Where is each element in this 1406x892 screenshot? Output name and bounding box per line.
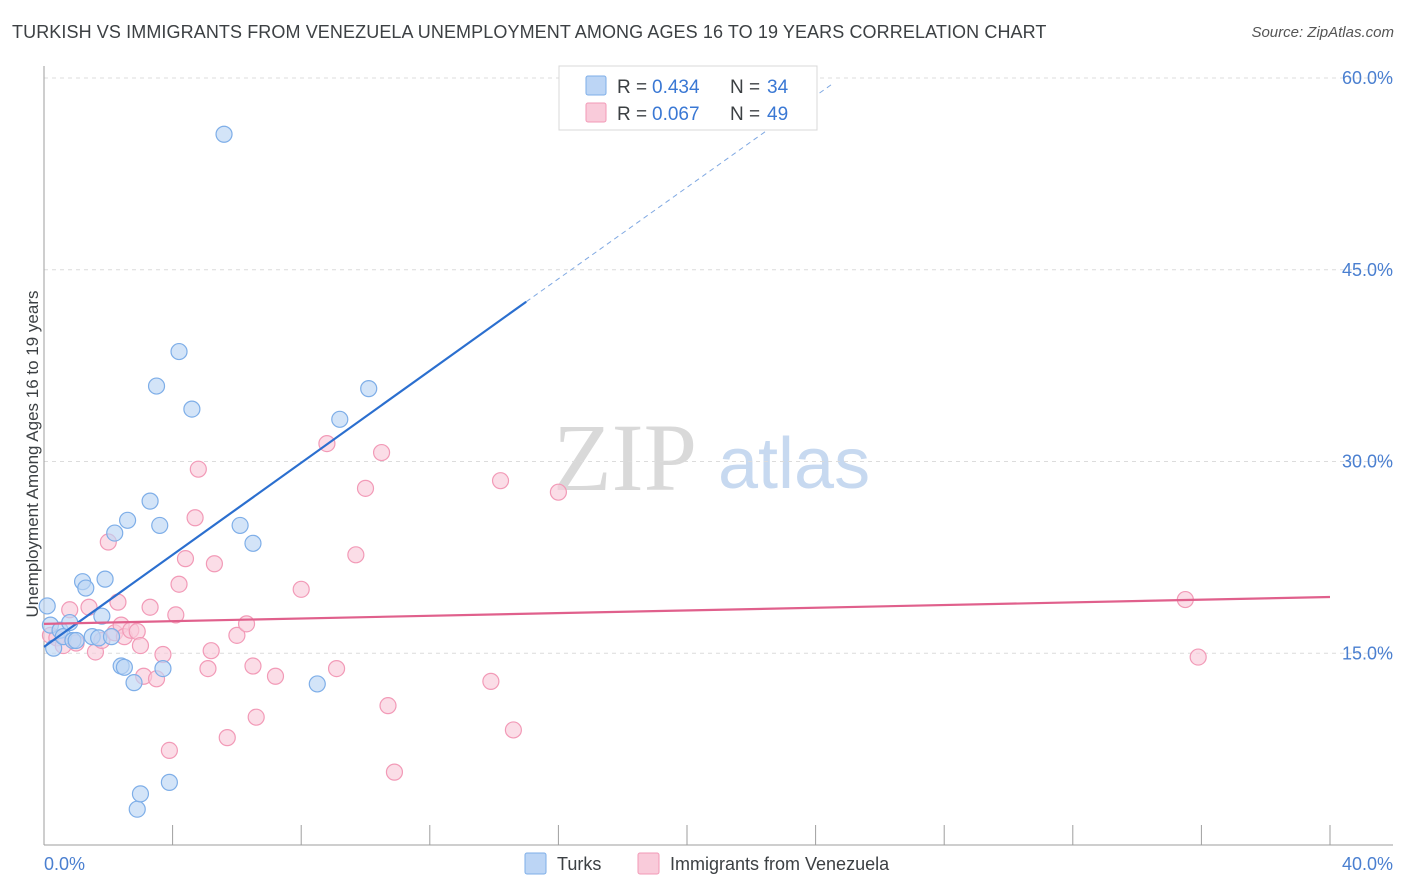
venezuela-point-21 xyxy=(167,606,185,624)
y-tick-label-60: 60.0% xyxy=(1342,68,1393,88)
venezuela-point-26 xyxy=(199,659,217,678)
turks-point-18 xyxy=(118,511,137,529)
legend-r-value-turks: 0.434 xyxy=(652,77,700,98)
bottom-legend-swatch-venezuela xyxy=(637,852,660,875)
bottom-legend-swatch-turks xyxy=(524,852,547,875)
turks-point-20 xyxy=(128,800,146,818)
turks-point-22 xyxy=(141,492,159,510)
legend-r-label-venezuela: R = xyxy=(617,104,647,125)
legend-swatch-venezuela xyxy=(585,102,607,123)
venezuela-point-40 xyxy=(372,443,391,462)
turks-point-33 xyxy=(331,410,349,428)
turks-point-0 xyxy=(38,597,56,615)
chart-title: TURKISH VS IMMIGRANTS FROM VENEZUELA UNE… xyxy=(12,22,1047,42)
x-ticks xyxy=(43,825,1331,845)
venezuela-point-34 xyxy=(266,667,285,685)
turks-point-24 xyxy=(151,516,169,535)
legend-n-value-venezuela: 49 xyxy=(767,104,788,125)
trend-line-venezuela xyxy=(43,595,1331,625)
bottom-legend-label-turks: Turks xyxy=(557,854,601,874)
turks-point-29 xyxy=(215,125,233,143)
venezuela-point-24 xyxy=(186,509,204,527)
y-tick-label-30: 30.0% xyxy=(1342,452,1393,472)
venezuela-point-22 xyxy=(170,575,188,593)
axes xyxy=(43,66,1393,846)
venezuela-point-31 xyxy=(237,615,256,633)
y-tick-label-45: 45.0% xyxy=(1342,260,1393,280)
turks-point-27 xyxy=(170,342,188,361)
y-axis-label: Unemployment Among Ages 16 to 19 years xyxy=(23,291,42,618)
turks-point-9 xyxy=(77,579,95,597)
bottom-legend-label-venezuela: Immigrants from Venezuela xyxy=(670,854,890,874)
turks-point-17 xyxy=(115,658,133,676)
turks-point-19 xyxy=(125,674,143,692)
turks-point-15 xyxy=(106,524,124,542)
legend-swatch-turks xyxy=(585,75,607,96)
turks-point-30 xyxy=(231,516,249,535)
turks-point-7 xyxy=(67,631,85,650)
venezuela-point-10 xyxy=(109,593,127,611)
turks-point-25 xyxy=(154,659,172,678)
turks-point-14 xyxy=(102,628,121,646)
venezuela-point-41 xyxy=(379,697,397,715)
venezuela-point-37 xyxy=(327,659,346,678)
venezuela-point-29 xyxy=(218,729,236,747)
turks-point-32 xyxy=(308,675,326,693)
points-turks xyxy=(38,125,378,818)
venezuela-point-44 xyxy=(491,472,510,490)
watermark-atlas: atlas xyxy=(718,424,870,504)
turks-point-13 xyxy=(96,570,114,588)
legend-r-label-turks: R = xyxy=(617,77,647,98)
venezuela-point-39 xyxy=(356,479,375,497)
x-tick-label-min: 0.0% xyxy=(44,854,85,874)
watermark-zip: ZIP xyxy=(553,404,697,511)
x-tick-label-max: 40.0% xyxy=(1342,854,1393,874)
venezuela-point-33 xyxy=(247,708,265,726)
source-credit: Source: ZipAtlas.com xyxy=(1251,24,1394,41)
venezuela-point-25 xyxy=(189,460,207,478)
trend-lines xyxy=(43,83,1331,648)
legend-r-value-venezuela: 0.067 xyxy=(652,104,700,125)
venezuela-point-35 xyxy=(292,580,310,598)
venezuela-point-27 xyxy=(202,642,220,660)
y-tick-labels: 15.0% 30.0% 45.0% 60.0% xyxy=(1342,68,1393,663)
venezuela-point-28 xyxy=(205,555,223,573)
venezuela-point-43 xyxy=(482,672,500,690)
venezuela-point-30 xyxy=(228,626,246,644)
venezuela-point-48 xyxy=(1189,648,1207,666)
gridlines xyxy=(44,77,1393,654)
turks-point-26 xyxy=(160,773,178,791)
venezuela-point-23 xyxy=(176,550,195,568)
venezuela-point-42 xyxy=(385,763,404,781)
legend-n-label-turks: N = xyxy=(730,77,760,98)
turks-point-28 xyxy=(183,400,201,418)
venezuela-point-14 xyxy=(128,622,146,641)
venezuela-point-38 xyxy=(347,546,365,564)
legend-n-value-turks: 34 xyxy=(767,77,789,98)
venezuela-point-15 xyxy=(131,636,150,655)
venezuela-point-46 xyxy=(549,483,568,501)
venezuela-point-45 xyxy=(504,721,522,739)
legend-top: R = 0.434 N = 34 R = 0.067 N = 49 xyxy=(558,65,818,131)
y-tick-label-15: 15.0% xyxy=(1342,643,1393,663)
venezuela-point-20 xyxy=(160,741,178,760)
legend-n-label-venezuela: N = xyxy=(730,104,760,125)
trend-line-turks xyxy=(43,300,527,648)
legend-bottom: Turks Immigrants from Venezuela xyxy=(524,852,890,875)
turks-point-12 xyxy=(93,607,111,625)
turks-point-21 xyxy=(131,785,150,803)
venezuela-point-17 xyxy=(141,598,159,616)
turks-point-31 xyxy=(244,534,262,552)
venezuela-point-32 xyxy=(244,657,262,675)
turks-point-34 xyxy=(360,380,378,398)
turks-point-23 xyxy=(147,377,166,395)
